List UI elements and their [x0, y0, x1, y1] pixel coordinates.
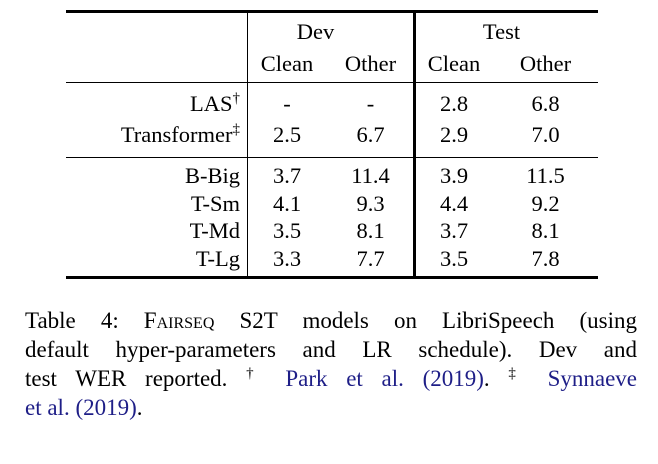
caption-line: test WER reported. † Park et al. (2019).…: [25, 364, 637, 393]
wer-value-cell: 2.8: [439, 91, 469, 116]
caption-line: et al. (2019).: [25, 393, 637, 422]
row-label: B-Big: [184, 163, 240, 188]
table-section-fairseq-s2t: B-Big 3.7 11.4 3.9 11.5 T-Sm 4.1 9.3 4.4 9.2 T-Md 3…: [66, 158, 598, 276]
header-dev-clean: Clean: [260, 51, 314, 76]
caption-text: S2T models on LibriSpeech (using: [214, 308, 638, 333]
table-caption: Table 4: Fairseq S2T models on LibriSpee…: [25, 306, 637, 422]
wer-value-cell: 6.8: [531, 91, 560, 116]
table-row: Transformer‡ 2.5 6.7 2.9 7.0: [66, 119, 598, 150]
table-row: T-Lg 3.3 7.7 3.5 7.8: [66, 245, 598, 273]
results-table: Dev Test Clean Other Clean Other LAS† - - 2…: [66, 10, 598, 279]
wer-value-cell: 7.0: [531, 122, 560, 147]
row-label: LAS†: [189, 90, 241, 116]
wer-value-cell: 2.9: [439, 122, 469, 147]
header-dev-other: Other: [344, 51, 397, 76]
footnote-marker: ‡: [508, 365, 529, 382]
citation-link-park[interactable]: Park et al. (2019): [285, 366, 484, 391]
table-vertical-rule-labels: [247, 13, 249, 276]
wer-value-cell: 11.4: [351, 163, 390, 188]
caption-text: .: [483, 366, 509, 391]
header-group-test: Test: [482, 19, 521, 44]
wer-value-cell: 11.5: [526, 163, 565, 188]
citation-link-synnaeve-cont[interactable]: et al. (2019): [25, 395, 137, 420]
footnote-marker: ‡: [232, 121, 241, 138]
row-label: T-Sm: [190, 190, 240, 216]
row-label: Transformer‡: [120, 121, 241, 147]
wer-value-cell: -: [283, 91, 291, 116]
table-row: T-Md 3.5 8.1 3.7 8.1: [66, 217, 598, 245]
wer-value-cell: 9.3: [356, 190, 385, 216]
citation-link-synnaeve[interactable]: Synnaeve: [547, 366, 637, 391]
wer-value-cell: 3.9: [439, 163, 469, 188]
table-vertical-rule-dev-test: [413, 13, 416, 276]
footnote-marker: †: [246, 365, 267, 382]
caption-text: [529, 366, 548, 391]
header-spacer: [66, 48, 248, 80]
table-row: B-Big 3.7 11.4 3.9 11.5: [66, 162, 598, 190]
header-spacer: [66, 16, 248, 48]
wer-value-cell: 8.1: [356, 218, 385, 243]
wer-value-cell: 8.1: [531, 218, 560, 243]
caption-text: default hyper-parameters and LR schedule…: [25, 337, 637, 362]
header-group-dev: Dev: [296, 19, 335, 44]
table-subheader-row: Clean Other Clean Other: [66, 48, 598, 80]
header-test-other: Other: [519, 51, 572, 76]
table-section-prior-work: LAS† - - 2.8 6.8 Transformer‡ 2.5 6.7 2.9 7.0: [66, 83, 598, 158]
wer-value-cell: 3.3: [272, 245, 302, 271]
wer-value-cell: 3.5: [272, 218, 302, 243]
caption-text: [267, 366, 286, 391]
fairseq-wordmark: Fairseq: [143, 308, 215, 333]
table-header: Dev Test Clean Other Clean Other: [66, 13, 598, 83]
table-group-header-row: Dev Test: [66, 16, 598, 48]
caption-text: test WER reported.: [25, 366, 247, 391]
wer-value-cell: 9.2: [531, 190, 560, 216]
wer-value-cell: 3.7: [272, 163, 302, 188]
row-label: T-Lg: [195, 245, 240, 271]
wer-value-cell: 3.5: [439, 245, 469, 271]
caption-line: Table 4: Fairseq S2T models on LibriSpee…: [25, 306, 637, 335]
footnote-marker: †: [232, 90, 241, 107]
header-test-clean: Clean: [427, 51, 481, 76]
wer-value-cell: 4.1: [272, 190, 302, 216]
table-row: T-Sm 4.1 9.3 4.4 9.2: [66, 190, 598, 218]
caption-text: Table 4:: [25, 308, 144, 333]
caption-text: .: [136, 395, 143, 420]
row-label: T-Md: [189, 218, 240, 243]
wer-value-cell: 4.4: [439, 190, 469, 216]
wer-value-cell: -: [366, 91, 375, 116]
wer-value-cell: 2.5: [272, 122, 302, 147]
caption-line: default hyper-parameters and LR schedule…: [25, 335, 637, 364]
wer-value-cell: 3.7: [439, 218, 469, 243]
wer-value-cell: 6.7: [356, 122, 385, 147]
table-row: LAS† - - 2.8 6.8: [66, 88, 598, 119]
wer-value-cell: 7.8: [531, 245, 560, 271]
wer-value-cell: 7.7: [356, 245, 385, 271]
